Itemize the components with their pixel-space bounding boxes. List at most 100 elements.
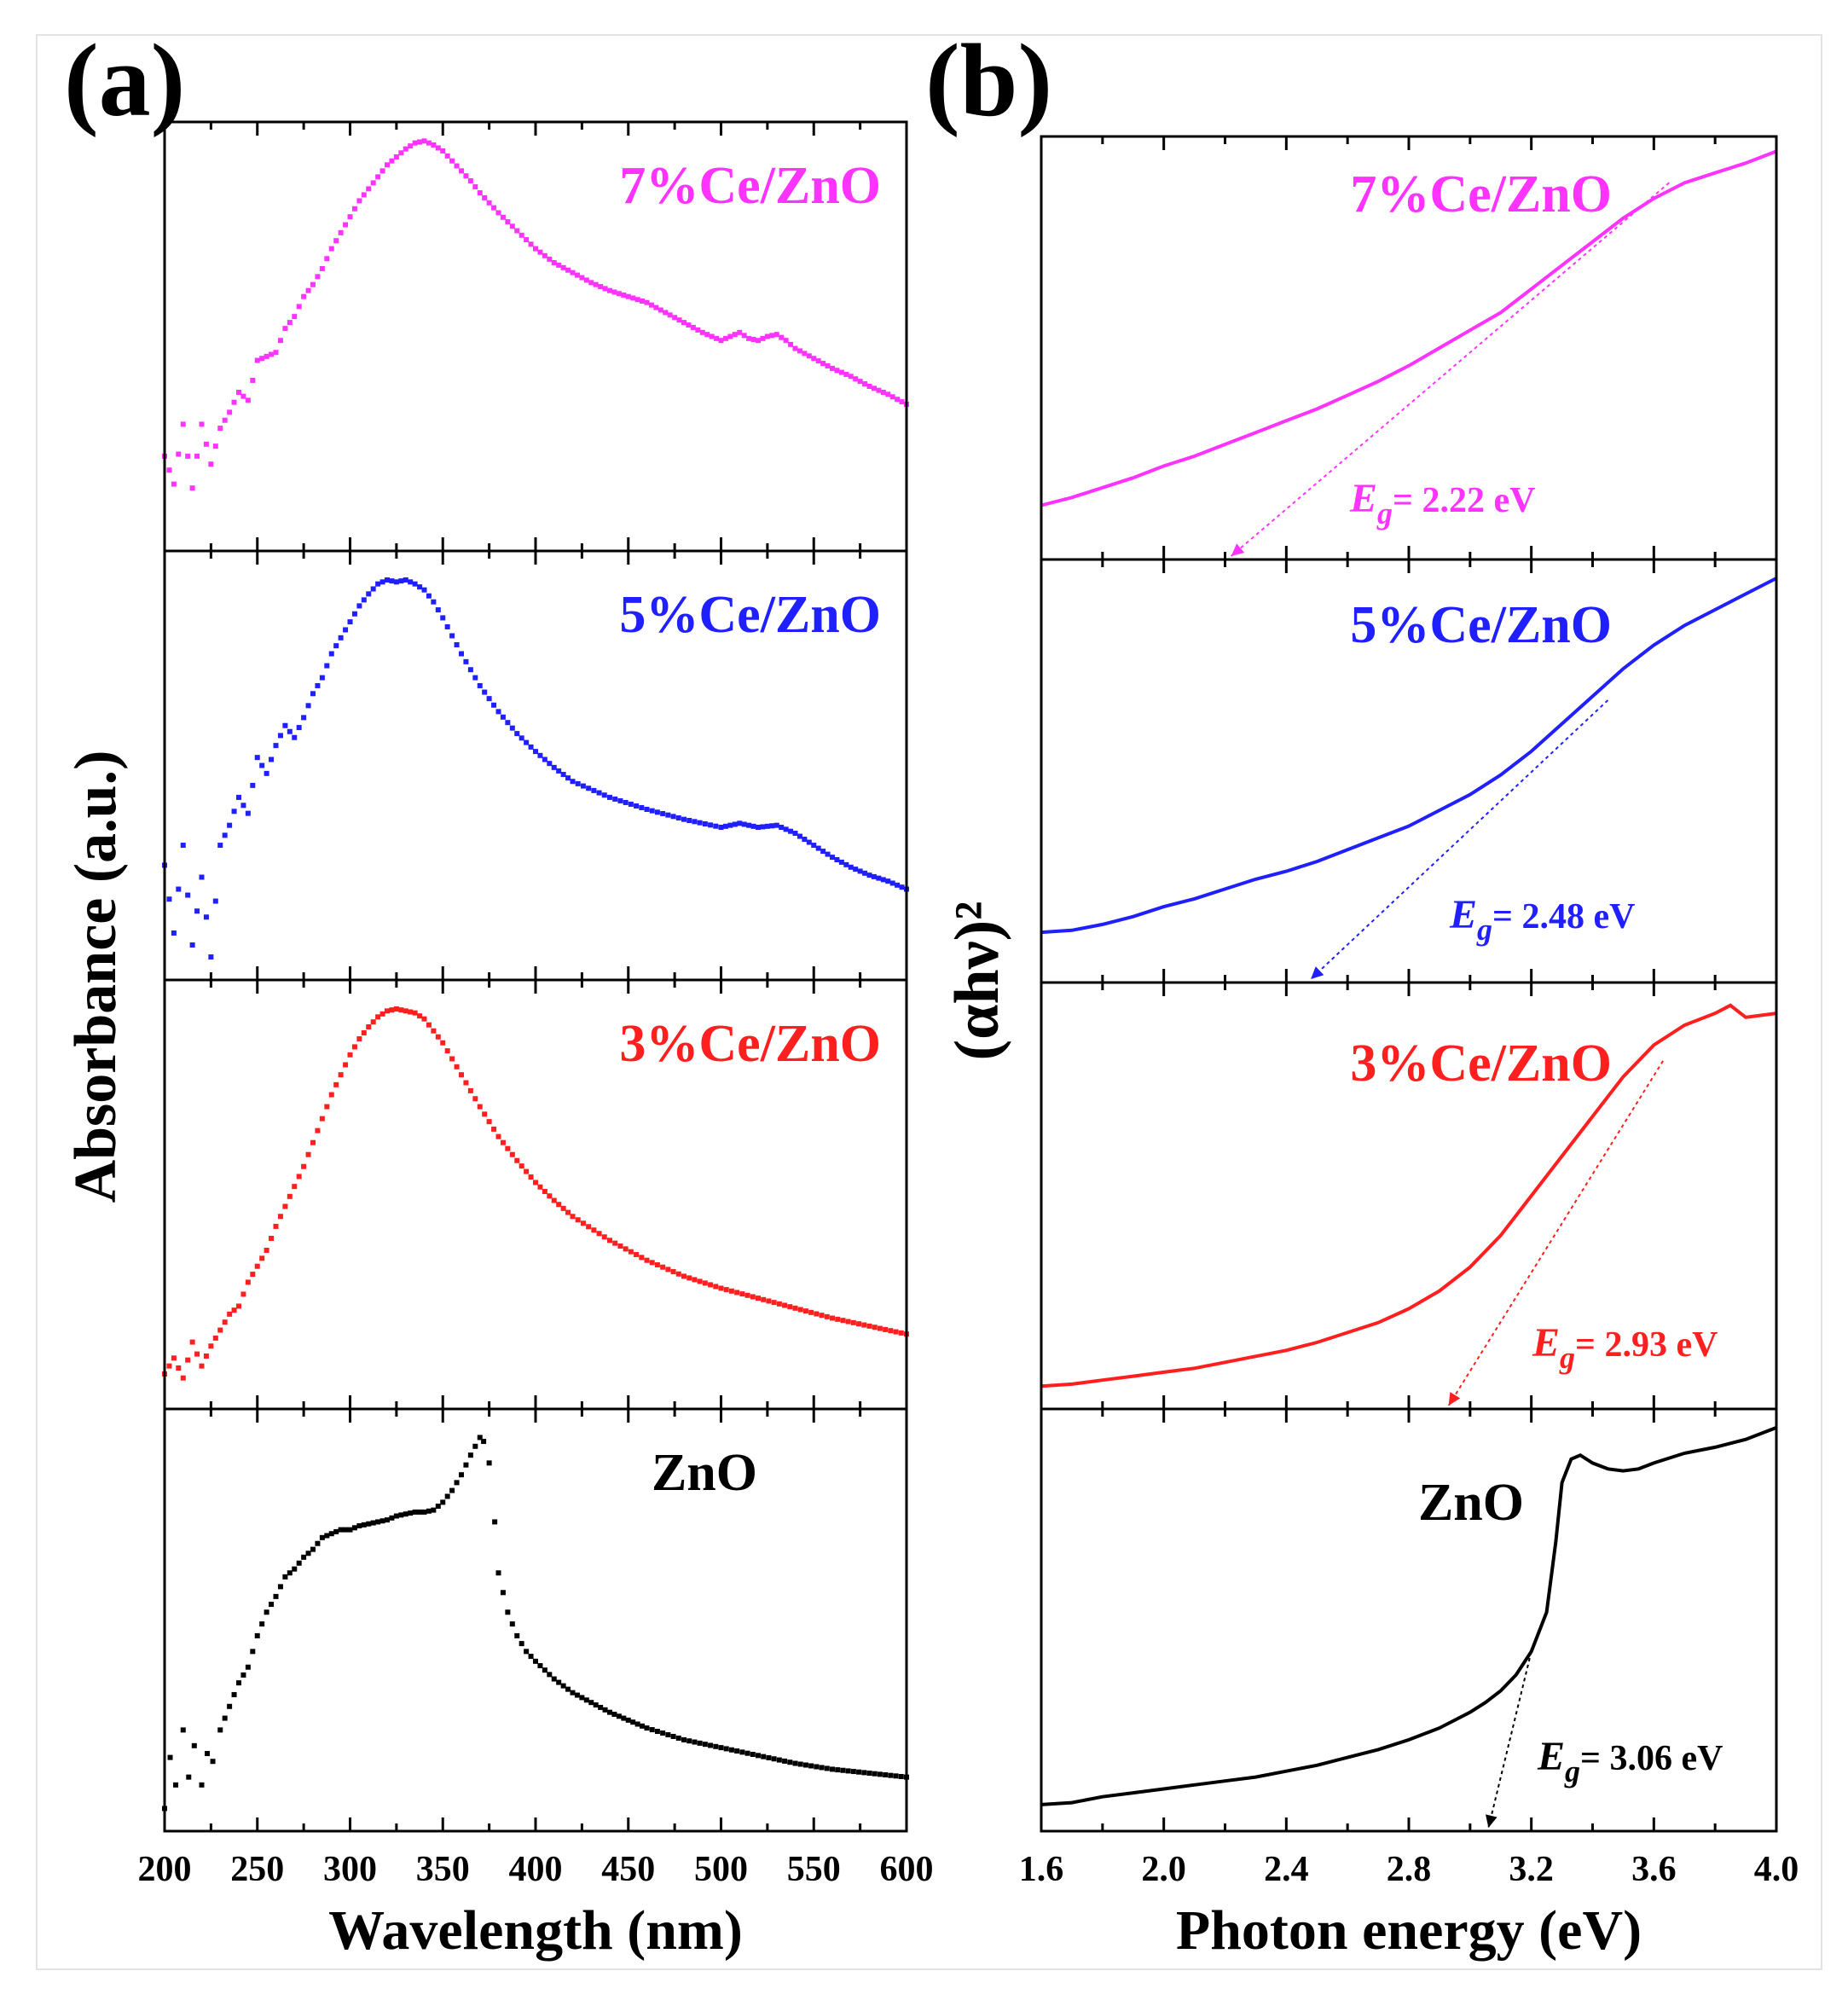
data-point bbox=[259, 356, 265, 362]
data-point bbox=[681, 816, 686, 822]
eg-subscript: g bbox=[1559, 1341, 1575, 1375]
data-point bbox=[282, 1574, 288, 1580]
data-point bbox=[830, 855, 835, 861]
data-point bbox=[607, 794, 612, 800]
data-point bbox=[176, 1365, 182, 1371]
data-point bbox=[702, 820, 708, 826]
data-point bbox=[403, 577, 408, 583]
data-point bbox=[692, 1739, 698, 1745]
data-point bbox=[876, 387, 882, 393]
data-point bbox=[665, 1267, 671, 1272]
data-point bbox=[670, 1733, 676, 1739]
x-tick-label: 4.0 bbox=[1754, 1850, 1799, 1889]
data-point bbox=[343, 627, 349, 633]
eg-label: Eg= 3.06 eV bbox=[1537, 1734, 1723, 1788]
panel-a-label: (a) bbox=[64, 23, 185, 138]
data-point bbox=[686, 322, 692, 328]
data-point bbox=[750, 337, 756, 343]
data-point bbox=[676, 317, 682, 323]
data-point bbox=[811, 843, 817, 849]
data-point bbox=[644, 1257, 650, 1263]
data-point bbox=[292, 314, 298, 320]
data-point bbox=[431, 1028, 437, 1034]
data-point bbox=[889, 880, 895, 886]
data-point bbox=[830, 1766, 835, 1772]
data-point bbox=[431, 142, 437, 148]
data-point bbox=[602, 286, 608, 292]
data-point bbox=[654, 1262, 660, 1268]
data-point bbox=[426, 1508, 432, 1514]
data-point bbox=[570, 270, 576, 275]
data-point bbox=[328, 1531, 334, 1537]
data-point bbox=[542, 757, 547, 762]
data-point bbox=[236, 1680, 241, 1686]
data-point bbox=[347, 619, 353, 625]
eg-label: Eg= 2.93 eV bbox=[1532, 1320, 1718, 1375]
data-point bbox=[850, 1769, 856, 1775]
eg-label: Eg= 2.48 eV bbox=[1449, 892, 1635, 947]
data-point bbox=[565, 267, 571, 273]
data-point bbox=[495, 1133, 501, 1139]
series-label: 7%Ce/ZnO bbox=[1350, 165, 1612, 223]
data-point bbox=[718, 338, 724, 344]
data-point bbox=[565, 775, 571, 781]
x-tick-label: 3.2 bbox=[1509, 1850, 1554, 1889]
data-point bbox=[421, 138, 427, 144]
data-point bbox=[194, 908, 200, 914]
data-point bbox=[296, 725, 302, 731]
data-point bbox=[431, 599, 437, 605]
data-point bbox=[787, 1304, 793, 1310]
data-point bbox=[203, 1353, 209, 1359]
data-point bbox=[236, 389, 241, 395]
data-point bbox=[838, 369, 844, 375]
data-point bbox=[690, 324, 696, 330]
data-point bbox=[518, 1163, 524, 1169]
data-point bbox=[505, 1145, 511, 1151]
data-point bbox=[305, 1551, 311, 1557]
data-point bbox=[500, 1139, 506, 1145]
data-point bbox=[575, 780, 581, 786]
data-point bbox=[734, 1290, 740, 1296]
data-point bbox=[598, 284, 604, 290]
data-point bbox=[524, 1168, 530, 1174]
data-point bbox=[518, 1641, 524, 1647]
data-point bbox=[524, 739, 530, 745]
data-point bbox=[797, 1307, 803, 1313]
data-point bbox=[264, 770, 269, 776]
data-point bbox=[857, 868, 863, 874]
data-point bbox=[663, 310, 669, 316]
data-point bbox=[709, 333, 715, 339]
data-point bbox=[347, 214, 353, 220]
data-point bbox=[704, 332, 710, 338]
x-tick-labels: 1.6 2.0 2.4 2.8 3.2 3.6 4.0 bbox=[1019, 1850, 1799, 1889]
data-point bbox=[776, 1301, 782, 1307]
data-point bbox=[602, 1707, 608, 1713]
data-point bbox=[728, 1288, 734, 1294]
eg-subscript: g bbox=[1476, 913, 1492, 947]
data-point bbox=[273, 743, 279, 749]
data-point bbox=[472, 1443, 478, 1449]
x-tick-label: 450 bbox=[601, 1850, 655, 1889]
data-point bbox=[222, 417, 228, 423]
data-point bbox=[551, 1197, 557, 1203]
data-point bbox=[222, 832, 228, 838]
data-point bbox=[771, 1300, 777, 1306]
data-point bbox=[199, 421, 205, 427]
data-point bbox=[885, 878, 891, 884]
data-point bbox=[482, 1111, 488, 1117]
data-point bbox=[769, 333, 775, 339]
data-point bbox=[328, 246, 334, 252]
data-point bbox=[741, 333, 747, 339]
data-point bbox=[621, 1715, 627, 1721]
data-point bbox=[850, 1319, 856, 1325]
data-point bbox=[764, 333, 770, 339]
data-point bbox=[449, 158, 455, 164]
data-point bbox=[644, 299, 650, 305]
data-point bbox=[898, 1330, 904, 1336]
data-point bbox=[814, 1764, 820, 1770]
data-point bbox=[596, 790, 602, 796]
data-point bbox=[273, 1223, 279, 1229]
data-point bbox=[509, 725, 515, 731]
data-point bbox=[292, 1184, 298, 1190]
data-point bbox=[212, 1335, 218, 1341]
